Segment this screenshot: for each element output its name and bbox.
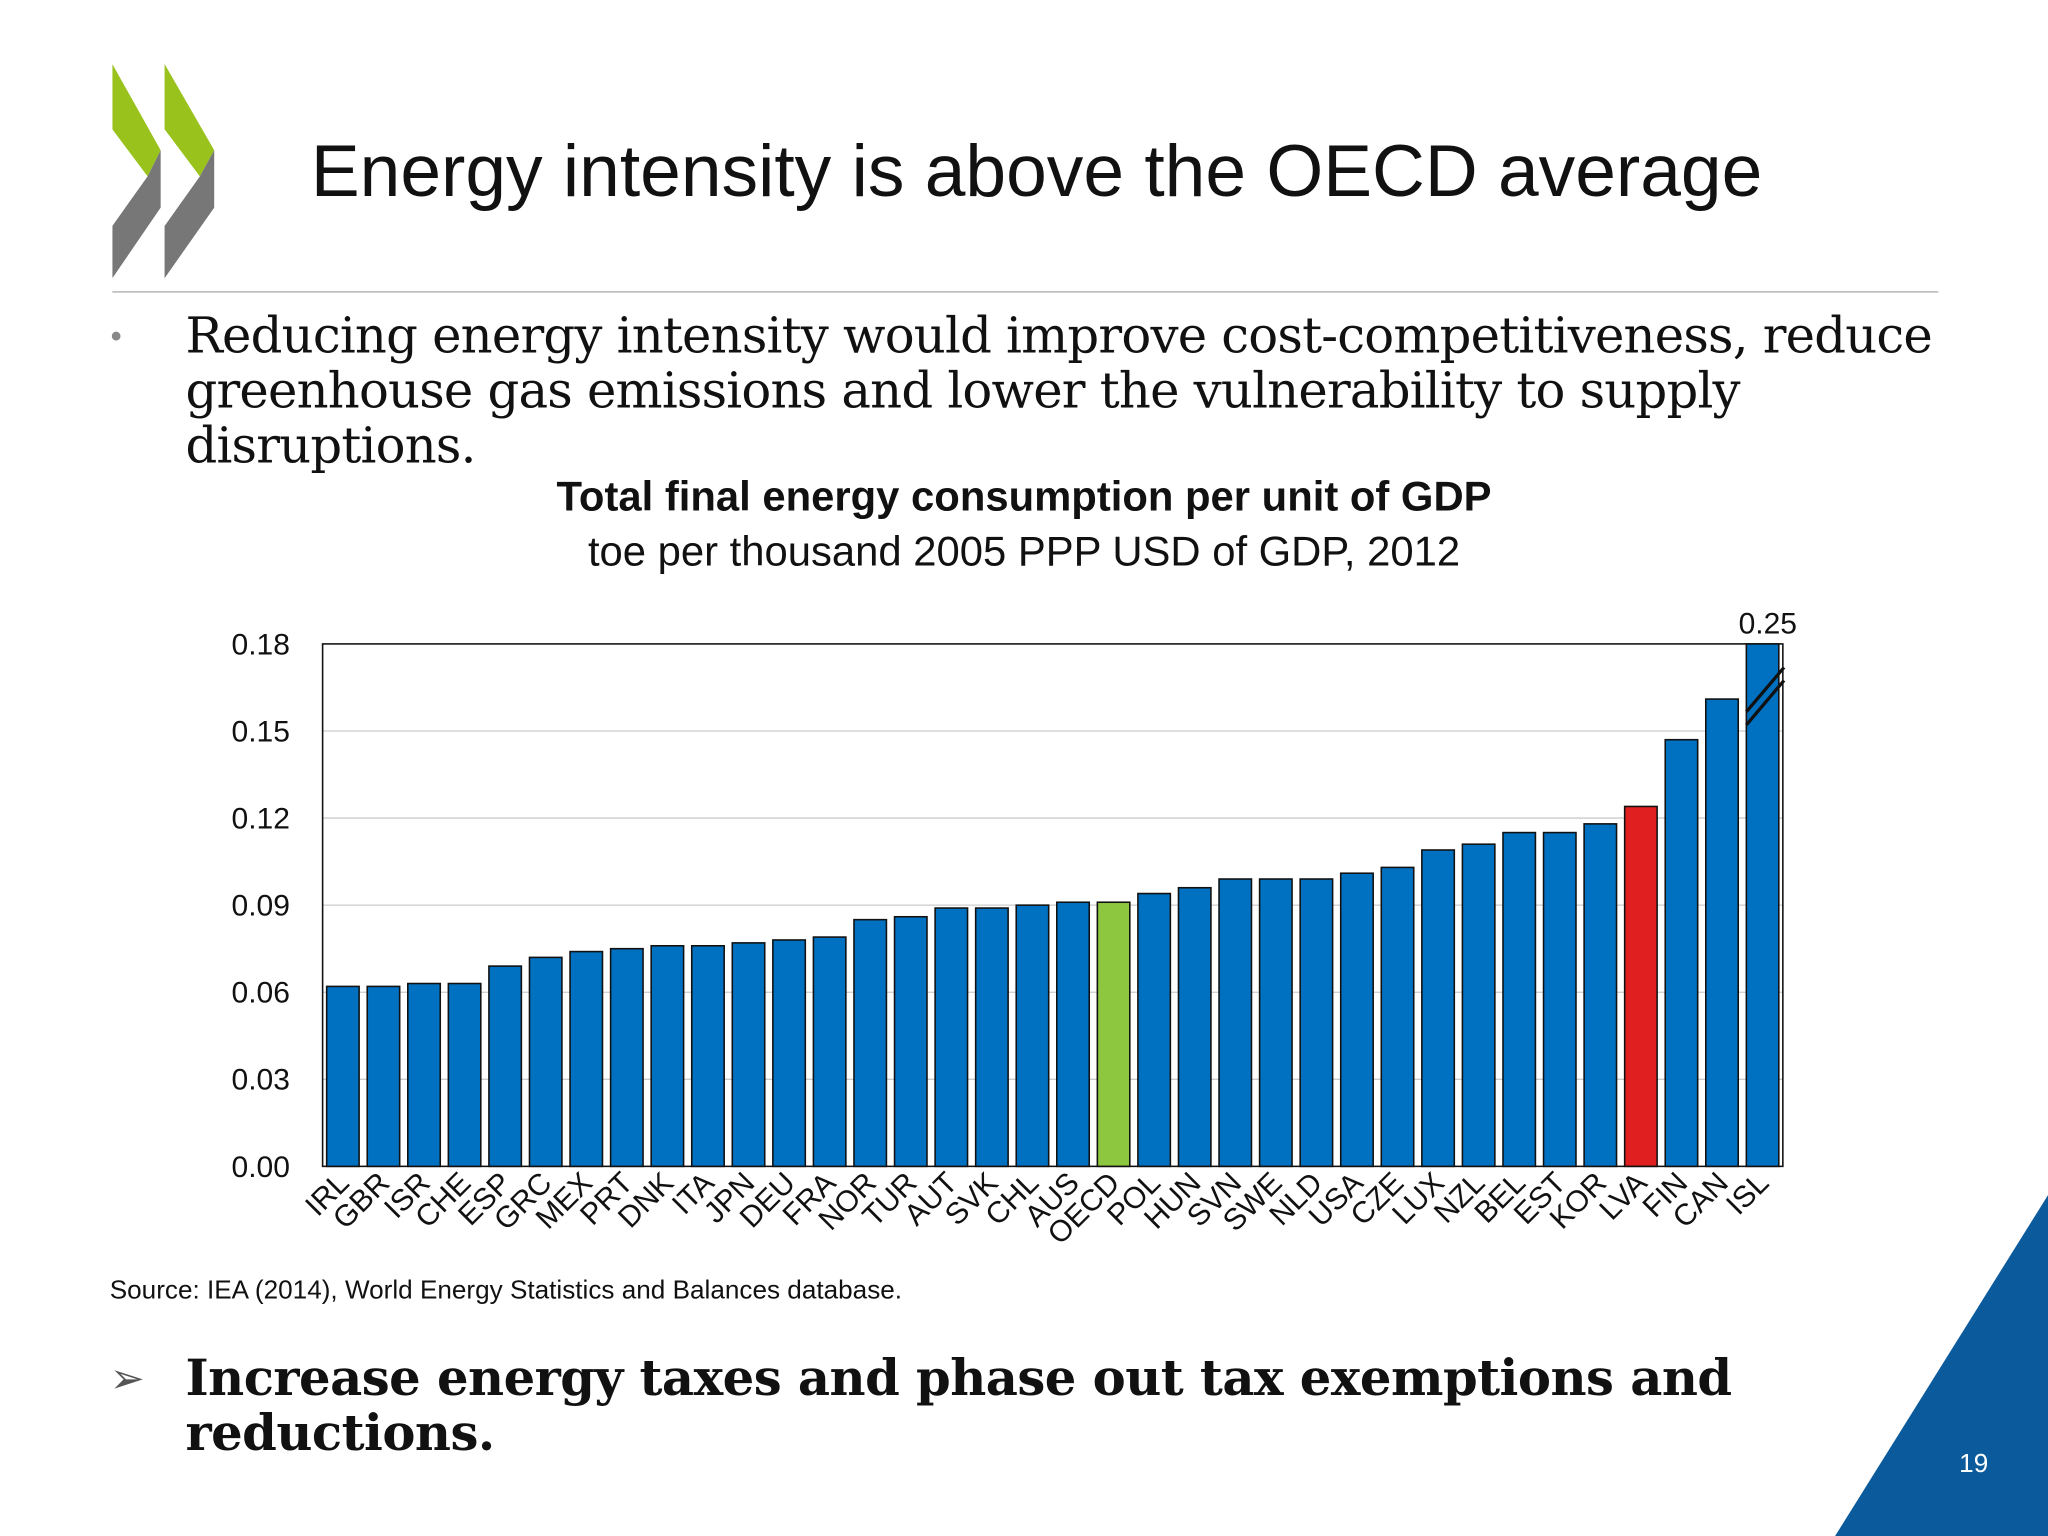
slide-title: Energy intensity is above the OECD avera… (310, 129, 1763, 212)
bar-nor (853, 918, 888, 1168)
bar-kor (1583, 823, 1618, 1168)
bar-oecd (1096, 901, 1131, 1168)
y-tick-label: 0.09 (232, 890, 290, 923)
x-tick-label: ISL (1720, 1166, 1775, 1221)
title-divider (112, 291, 1939, 293)
bar-fin (1664, 738, 1699, 1168)
recommendation-text: Increase energy taxes and phase out tax … (185, 1347, 1732, 1462)
bar-fra (812, 936, 847, 1168)
bullet-text: Reducing energy intensity would improve … (185, 306, 1932, 475)
bar-can (1705, 698, 1740, 1168)
bar-dnk (650, 944, 685, 1168)
chart-title: Total final energy consumption per unit … (556, 472, 1492, 520)
page-number: 19 (1959, 1449, 1989, 1479)
bar-isr (407, 982, 442, 1168)
bar-chl (1015, 904, 1050, 1168)
bullet-dot-icon: • (109, 317, 123, 358)
bar-prt (609, 947, 644, 1168)
bar-aus (1056, 901, 1091, 1168)
bar-usa (1339, 872, 1374, 1168)
bar-deu (772, 939, 807, 1168)
bar-gbr (366, 985, 401, 1168)
bar-nzl (1461, 843, 1496, 1168)
source-note: Source: IEA (2014), World Energy Statist… (109, 1276, 903, 1305)
bar-tur (893, 915, 928, 1168)
y-tick-label: 0.12 (232, 803, 290, 836)
y-tick-label: 0.18 (232, 628, 290, 661)
bar-grc (528, 956, 563, 1168)
bar-svk (974, 907, 1009, 1168)
bar-hun (1177, 886, 1212, 1168)
bar-aut (934, 907, 969, 1168)
bar-chart: 0.000.030.060.090.120.150.18IRLGBRISRCHE… (232, 607, 1798, 1250)
oecd-logo (112, 63, 215, 279)
y-tick-label: 0.00 (232, 1151, 290, 1184)
bar-nld (1299, 878, 1334, 1168)
bar-isl (1745, 643, 1780, 1168)
axis-break-mark (1745, 666, 1786, 713)
bar-lux (1421, 849, 1456, 1168)
bar-jpn (731, 942, 766, 1168)
bar-value-label: 0.25 (1739, 607, 1797, 640)
plot-frame (321, 643, 1784, 1168)
bar-est (1542, 831, 1577, 1168)
bar-esp (488, 965, 523, 1168)
bar-mex (569, 950, 604, 1168)
bar-ita (690, 944, 725, 1168)
bar-svn (1218, 878, 1253, 1168)
y-tick-label: 0.03 (232, 1064, 290, 1097)
bar-cze (1380, 866, 1415, 1168)
y-tick-label: 0.15 (232, 715, 290, 748)
axis-break-mark (1745, 679, 1786, 726)
bar-swe (1258, 878, 1293, 1168)
bar-lva (1623, 805, 1658, 1168)
arrow-bullet-icon: ➢ (109, 1353, 145, 1403)
y-tick-label: 0.06 (232, 977, 290, 1010)
bar-irl (325, 985, 360, 1168)
bar-bel (1502, 831, 1537, 1168)
bar-che (447, 982, 482, 1168)
bar-pol (1137, 892, 1172, 1168)
chart-subtitle: toe per thousand 2005 PPP USD of GDP, 20… (587, 527, 1461, 575)
